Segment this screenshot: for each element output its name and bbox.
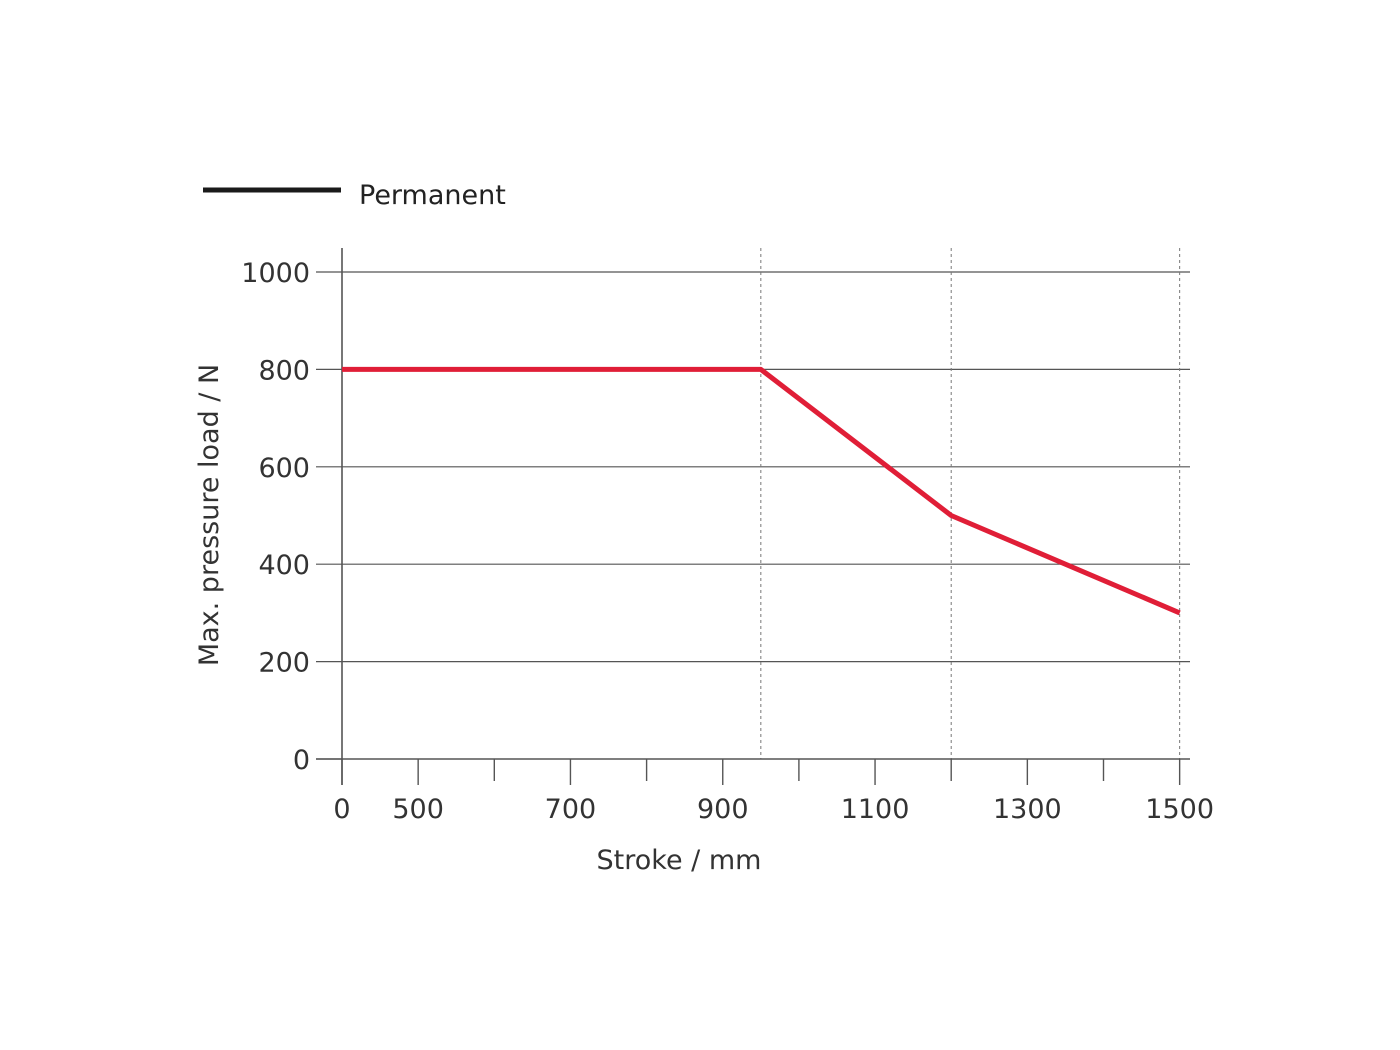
- x-ticks: 0 500 700 900 1100 1300 1500: [333, 759, 1214, 825]
- x-tick-label: 1300: [993, 794, 1062, 825]
- x-axis-title: Stroke / mm: [597, 845, 762, 876]
- x-tick-label: 1100: [841, 794, 910, 825]
- x-tick-label: 700: [545, 794, 597, 825]
- series-line: [342, 366, 1181, 616]
- y-axis-title: Max. pressure load / N: [194, 364, 225, 666]
- x-tick-label: 500: [392, 794, 444, 825]
- grid: [342, 248, 1190, 759]
- y-tick-label: 600: [258, 453, 310, 484]
- y-tick-label: 1000: [241, 258, 310, 289]
- legend: Permanent: [203, 180, 506, 211]
- y-tick-label: 400: [258, 550, 310, 581]
- legend-label: Permanent: [359, 180, 506, 211]
- axes: [316, 248, 1190, 785]
- y-ticks: 0 200 400 600 800 1000: [241, 258, 342, 776]
- x-tick-label: 1500: [1145, 794, 1214, 825]
- y-tick-label: 800: [258, 355, 310, 386]
- x-tick-label: 0: [333, 794, 350, 825]
- series-layer: [342, 366, 1181, 616]
- x-tick-label: 900: [697, 794, 749, 825]
- y-tick-label: 0: [293, 745, 310, 776]
- y-tick-label: 200: [258, 648, 310, 679]
